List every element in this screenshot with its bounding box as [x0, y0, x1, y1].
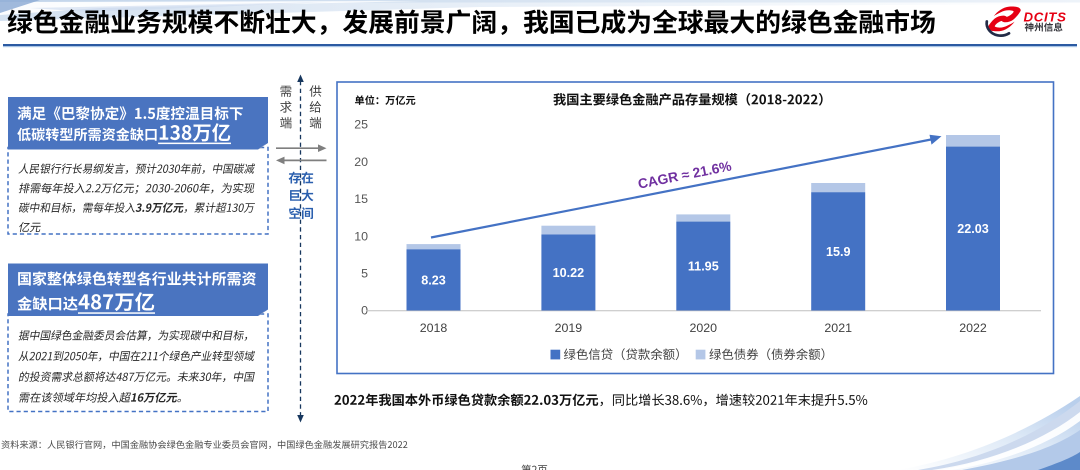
svg-text:2018: 2018 [420, 321, 448, 335]
svg-text:22.03: 22.03 [957, 222, 989, 236]
svg-text:2020: 2020 [690, 321, 718, 335]
svg-text:2019: 2019 [555, 321, 583, 335]
svg-text:20: 20 [354, 155, 368, 169]
svg-text:0: 0 [361, 304, 368, 318]
svg-text:10: 10 [354, 229, 368, 243]
svg-text:10.22: 10.22 [553, 266, 585, 280]
svg-text:DCITS: DCITS [1024, 9, 1067, 24]
svg-text:2021: 2021 [824, 321, 852, 335]
svg-text:15: 15 [354, 192, 368, 206]
svg-text:11.95: 11.95 [688, 259, 719, 273]
svg-text:15.9: 15.9 [826, 245, 851, 259]
svg-text:25: 25 [354, 118, 368, 132]
svg-text:2022: 2022 [959, 321, 987, 335]
svg-text:5: 5 [361, 267, 368, 281]
svg-text:8.23: 8.23 [421, 273, 446, 287]
